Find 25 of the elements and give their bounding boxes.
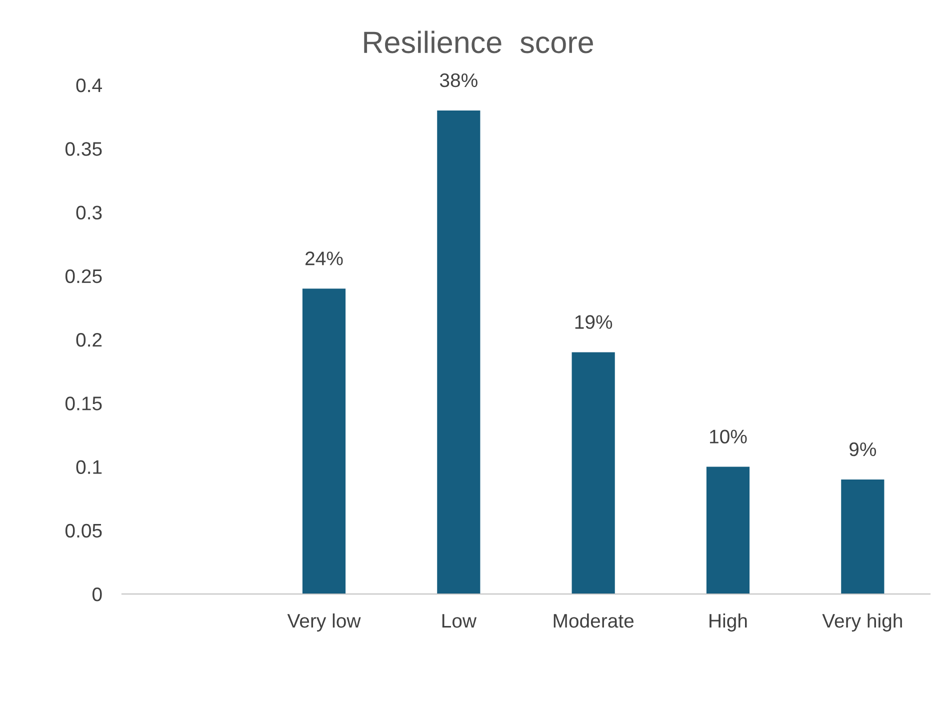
data-label: 24%	[306, 252, 343, 266]
y-tick-label: 0.3	[76, 206, 102, 220]
bar	[437, 110, 480, 594]
y-tick-label: 0.25	[65, 269, 102, 284]
x-tick-label: High	[710, 613, 747, 632]
data-label: 38%	[440, 73, 478, 88]
data-label: 19%	[575, 315, 612, 329]
x-tick-label: Very low	[287, 613, 361, 632]
y-tick-label: 0.15	[65, 396, 102, 410]
y-tick-label: 0.35	[65, 142, 102, 156]
y-tick-label: 0.4	[76, 78, 102, 92]
chart-title: Resilience score	[364, 30, 593, 54]
x-tick-label: Very high	[822, 613, 902, 632]
y-tick-label: 0.1	[76, 460, 102, 474]
x-tick-label: Moderate	[554, 613, 634, 628]
data-label: 9%	[850, 442, 876, 456]
y-tick-label: 0.05	[65, 524, 102, 538]
y-tick-label: 0	[92, 587, 102, 602]
bar	[572, 352, 615, 594]
bar	[706, 466, 750, 594]
x-tick-label: Low	[442, 614, 477, 628]
y-tick-label: 0.2	[76, 332, 102, 347]
bar	[841, 479, 884, 594]
data-label: 10%	[710, 430, 747, 444]
bar	[302, 288, 346, 594]
